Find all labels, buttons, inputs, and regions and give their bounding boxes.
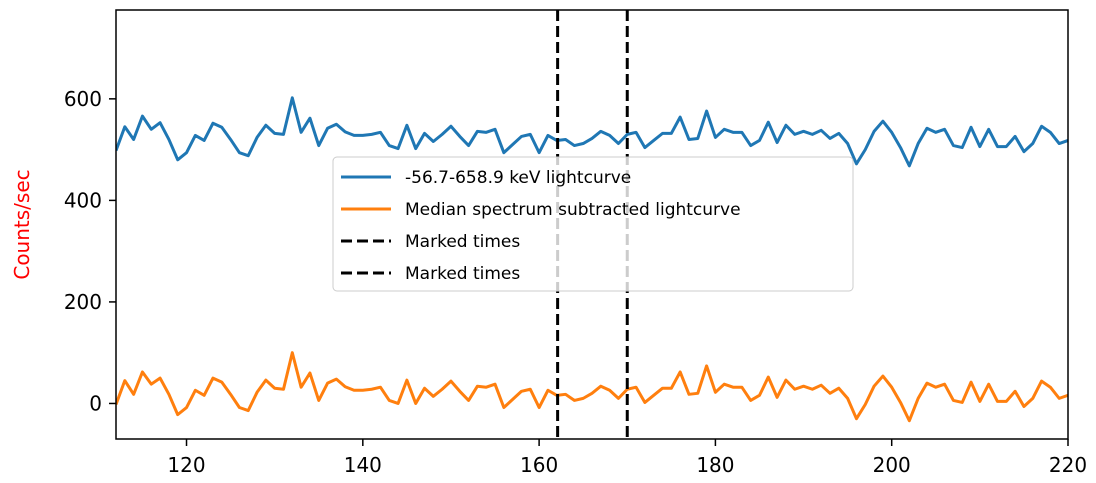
legend: -56.7-658.9 keV lightcurve Median spectru… <box>332 156 854 292</box>
x-tick-label: 220 <box>1049 453 1087 477</box>
y-tick-label: 400 <box>64 188 102 212</box>
legend-label-1: Median spectrum subtracted lightcurve <box>405 200 741 220</box>
x-tick-label: 180 <box>696 453 734 477</box>
y-tick-label: 600 <box>64 87 102 111</box>
y-tick-label: 200 <box>64 290 102 314</box>
axes-frame <box>115 9 1069 440</box>
series-line-subtracted <box>116 351 1068 423</box>
y-axis-label: Counts/sec <box>10 169 34 279</box>
legend-box <box>332 156 854 292</box>
x-tick-label: 160 <box>520 453 558 477</box>
legend-label-0: -56.7-658.9 keV lightcurve <box>405 168 631 188</box>
legend-label-3: Marked times <box>405 264 520 284</box>
y-tick-label: 0 <box>89 391 102 415</box>
x-tick-label: 200 <box>873 453 911 477</box>
x-tick-label: 140 <box>344 453 382 477</box>
series-line-lightcurve <box>116 96 1068 168</box>
legend-label-2: Marked times <box>405 232 520 252</box>
x-tick-label: 120 <box>167 453 205 477</box>
axes: 120 140 160 180 200 220 0 200 400 600 <box>64 9 1087 477</box>
